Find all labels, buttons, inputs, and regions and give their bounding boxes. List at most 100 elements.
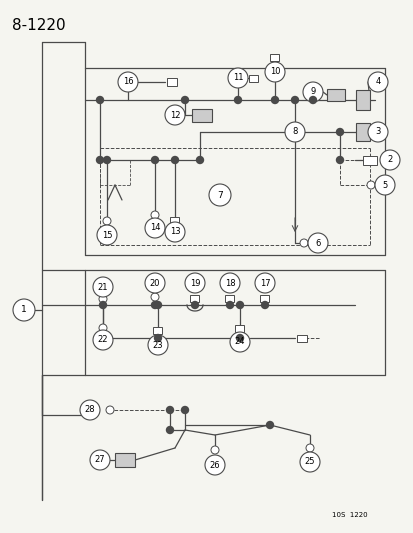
Bar (225, 295, 234, 302)
Bar (260, 295, 269, 302)
Circle shape (336, 157, 343, 164)
Bar (192, 109, 211, 122)
Text: 12: 12 (169, 110, 180, 119)
Circle shape (118, 72, 138, 92)
Circle shape (99, 302, 106, 309)
Bar (153, 327, 162, 334)
Bar (270, 53, 279, 61)
Text: 19: 19 (189, 279, 200, 287)
Text: 3: 3 (375, 127, 380, 136)
Text: 7: 7 (216, 190, 222, 199)
Bar (235, 325, 244, 332)
Text: 1: 1 (21, 305, 27, 314)
Circle shape (366, 181, 374, 189)
Text: 23: 23 (152, 341, 163, 350)
Circle shape (336, 128, 343, 135)
Circle shape (80, 400, 100, 420)
Bar (355, 90, 369, 110)
Bar (170, 216, 179, 223)
Circle shape (228, 68, 247, 88)
Circle shape (103, 157, 110, 164)
Text: 13: 13 (169, 228, 180, 237)
Circle shape (379, 150, 399, 170)
Circle shape (302, 82, 322, 102)
Text: 2: 2 (387, 156, 392, 165)
Circle shape (261, 302, 268, 309)
Circle shape (13, 299, 35, 321)
Circle shape (204, 455, 224, 475)
Text: 17: 17 (259, 279, 270, 287)
Circle shape (367, 122, 387, 142)
Circle shape (147, 335, 168, 355)
Circle shape (234, 96, 241, 103)
Circle shape (211, 446, 218, 454)
Circle shape (151, 211, 159, 219)
Circle shape (271, 96, 278, 103)
Bar (355, 123, 369, 141)
Bar (249, 75, 258, 82)
Bar (190, 295, 199, 302)
Circle shape (191, 302, 198, 309)
Circle shape (96, 157, 103, 164)
Circle shape (93, 277, 113, 297)
Circle shape (196, 157, 203, 164)
Circle shape (171, 157, 178, 164)
Circle shape (106, 406, 114, 414)
Bar (362, 156, 376, 165)
Circle shape (230, 332, 249, 352)
Circle shape (374, 175, 394, 195)
Text: 8-1220: 8-1220 (12, 18, 66, 33)
Circle shape (99, 295, 107, 303)
Bar (296, 335, 306, 342)
Text: 11: 11 (232, 74, 243, 83)
Circle shape (93, 330, 113, 350)
Circle shape (90, 450, 110, 470)
Text: 9: 9 (310, 87, 315, 96)
Bar (115, 453, 135, 467)
Circle shape (209, 184, 230, 206)
Circle shape (299, 452, 319, 472)
Text: 25: 25 (304, 457, 314, 466)
Text: 5: 5 (382, 181, 387, 190)
Circle shape (264, 62, 284, 82)
Text: 24: 24 (234, 337, 244, 346)
Circle shape (166, 407, 173, 414)
Circle shape (151, 157, 158, 164)
Circle shape (154, 302, 161, 309)
Circle shape (145, 273, 165, 293)
Circle shape (305, 444, 313, 452)
Text: 10S  1220: 10S 1220 (331, 512, 367, 518)
Text: 14: 14 (150, 223, 160, 232)
Bar (326, 89, 344, 101)
Text: 10: 10 (269, 68, 280, 77)
Text: 27: 27 (95, 456, 105, 464)
Circle shape (96, 96, 103, 103)
Text: 4: 4 (375, 77, 380, 86)
Circle shape (145, 218, 165, 238)
Text: 26: 26 (209, 461, 220, 470)
Circle shape (97, 225, 117, 245)
Text: 15: 15 (102, 230, 112, 239)
Text: 8: 8 (292, 127, 297, 136)
Text: 21: 21 (97, 282, 108, 292)
Text: 28: 28 (85, 406, 95, 415)
Circle shape (185, 273, 204, 293)
Bar (166, 78, 177, 86)
Circle shape (254, 273, 274, 293)
Circle shape (309, 96, 316, 103)
Circle shape (165, 105, 185, 125)
Circle shape (367, 72, 387, 92)
Circle shape (219, 273, 240, 293)
Text: 18: 18 (224, 279, 235, 287)
Circle shape (166, 426, 173, 433)
Circle shape (307, 233, 327, 253)
Circle shape (299, 239, 307, 247)
Circle shape (226, 302, 233, 309)
Circle shape (291, 96, 298, 103)
Circle shape (151, 302, 158, 309)
Circle shape (151, 293, 159, 301)
Circle shape (154, 335, 161, 342)
Text: 22: 22 (97, 335, 108, 344)
Circle shape (236, 335, 243, 342)
Circle shape (284, 122, 304, 142)
